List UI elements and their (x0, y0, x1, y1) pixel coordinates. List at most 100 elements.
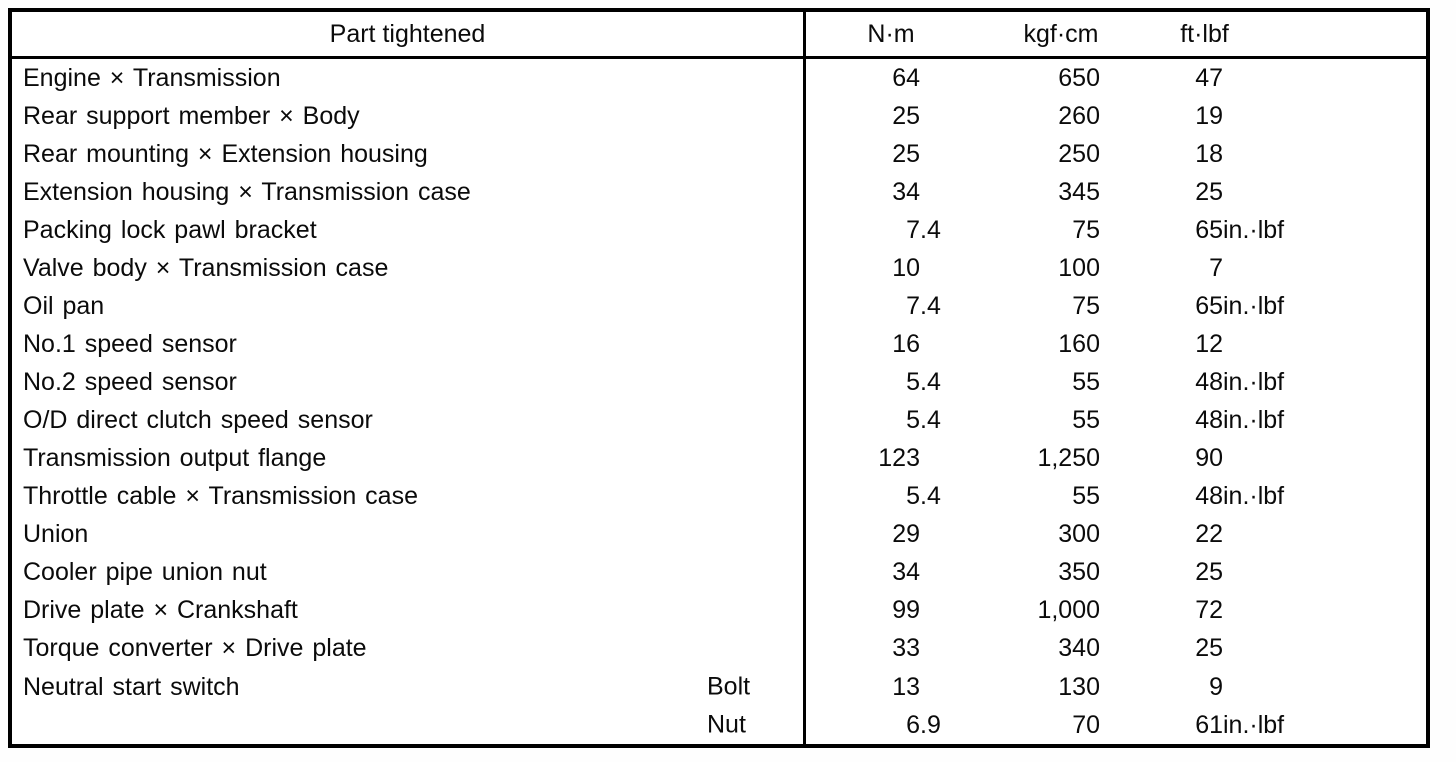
torque-values: 29 300 22 (806, 520, 1426, 549)
table-row: Valve body × Transmission case 10 100 7 (12, 249, 1426, 288)
kgfcm-value: 300 (1058, 520, 1100, 549)
ftlbf-value: 47 (1195, 63, 1223, 92)
part-name: Extension housing × Transmission case (23, 177, 471, 206)
torque-values: 25 250 18 (806, 140, 1426, 169)
nm-value: 7 (906, 215, 920, 244)
torque-values: 10 100 7 (806, 254, 1426, 283)
nm-value: 34 (892, 177, 920, 206)
nm-value-cell: 34 (806, 178, 976, 207)
torque-values: 5.4 55 48 in.·lbf (806, 482, 1426, 511)
part-cell: Nut (12, 706, 806, 745)
torque-values: 5.4 55 48 in.·lbf (806, 406, 1426, 435)
kgfcm-value: 55 (1072, 406, 1100, 435)
torque-values: 33 340 25 (806, 634, 1426, 663)
part-cell: Oil pan (12, 287, 806, 326)
nm-value-cell: 16 (806, 330, 976, 359)
nm-value-suffix: .4 (920, 215, 941, 244)
part-cell: O/D direct clutch speed sensor (12, 401, 806, 440)
torque-values: 34 345 25 (806, 178, 1426, 207)
ftlbf-value: 9 (1209, 672, 1223, 701)
ftlbf-value-cell: 48 in.·lbf (1146, 406, 1426, 435)
part-name: Packing lock pawl bracket (23, 215, 317, 244)
kgfcm-value: 250 (1058, 139, 1100, 168)
ftlbf-value-cell: 19 (1146, 102, 1426, 131)
part-cell: Drive plate × Crankshaft (12, 591, 806, 630)
nm-value-cell: 5.4 (806, 406, 976, 435)
nm-value: 10 (892, 253, 920, 282)
part-name: Transmission output flange (23, 444, 327, 473)
ftlbf-value-cell: 25 (1146, 178, 1426, 207)
torque-values: 123 1,250 90 (806, 444, 1426, 473)
nm-header-label: N·m (867, 19, 915, 48)
kgfcm-value: 55 (1072, 482, 1100, 511)
part-name: Throttle cable × Transmission case (23, 482, 418, 511)
ftlbf-value: 22 (1195, 520, 1223, 549)
ftlbf-value: 90 (1195, 444, 1223, 473)
kgfcm-value-cell: 55 (976, 406, 1146, 435)
part-name: Rear mounting × Extension housing (23, 139, 428, 168)
ftlbf-value-cell: 25 (1146, 634, 1426, 663)
table-row: Packing lock pawl bracket 7.4 75 65 in.·… (12, 211, 1426, 250)
table-row: Drive plate × Crankshaft 99 1,000 72 (12, 591, 1426, 630)
ftlbf-value-suffix: in.·lbf (1223, 215, 1285, 244)
part-name: Union (23, 520, 89, 549)
kgfcm-value-cell: 1,250 (976, 444, 1146, 473)
torque-values: 13 130 9 (806, 673, 1426, 702)
torque-spec-table: Part tightened N·m kgf·cm ft·lbf Engine … (8, 8, 1430, 748)
table-row: Oil pan 7.4 75 65 in.·lbf (12, 287, 1426, 326)
table-row: Rear mounting × Extension housing 25 250… (12, 135, 1426, 174)
kgfcm-value: 650 (1058, 63, 1100, 92)
kgfcm-value-cell: 350 (976, 558, 1146, 587)
part-name: O/D direct clutch speed sensor (23, 406, 373, 435)
part-cell: No.1 speed sensor (12, 325, 806, 364)
nm-value: 16 (892, 329, 920, 358)
table-row: Neutral start switch Bolt 13 130 9 (12, 668, 1426, 707)
nm-value-cell: 99 (806, 596, 976, 625)
ftlbf-header-label: ft·lbf (1180, 19, 1229, 48)
table-row: Engine × Transmission 64 650 47 (12, 59, 1426, 98)
kgfcm-value-cell: 100 (976, 254, 1146, 283)
ftlbf-value: 12 (1195, 329, 1223, 358)
table-body: Engine × Transmission 64 650 47 Rear sup… (12, 59, 1426, 745)
nm-value-cell: 5.4 (806, 368, 976, 397)
kgfcm-value: 350 (1058, 558, 1100, 587)
nm-value: 5 (906, 482, 920, 511)
fastener-type-label: Nut (707, 710, 746, 739)
part-name: Engine × Transmission (23, 63, 281, 92)
kgfcm-value: 340 (1058, 634, 1100, 663)
torque-values: 25 260 19 (806, 102, 1426, 131)
kgfcm-value-cell: 55 (976, 368, 1146, 397)
kgfcm-value-cell: 70 (976, 711, 1146, 740)
ftlbf-value-suffix: in.·lbf (1223, 368, 1285, 397)
nm-value-cell: 13 (806, 673, 976, 702)
nm-value: 5 (906, 368, 920, 397)
kgfcm-value: 1,250 (1037, 444, 1100, 473)
part-cell: Transmission output flange (12, 439, 806, 478)
ftlbf-value-cell: 48 in.·lbf (1146, 482, 1426, 511)
table-row: No.2 speed sensor 5.4 55 48 in.·lbf (12, 363, 1426, 402)
ftlbf-value: 65 (1195, 215, 1223, 244)
ftlbf-value-cell: 25 (1146, 558, 1426, 587)
kgfcm-value-cell: 55 (976, 482, 1146, 511)
ftlbf-value-cell: 22 (1146, 520, 1426, 549)
ftlbf-value-cell: 65 in.·lbf (1146, 216, 1426, 245)
table-row: Extension housing × Transmission case 34… (12, 173, 1426, 212)
kgfcm-value: 100 (1058, 253, 1100, 282)
torque-values: 34 350 25 (806, 558, 1426, 587)
part-cell: Cooler pipe union nut (12, 553, 806, 592)
part-tightened-header-label: Part tightened (329, 19, 486, 48)
nm-value: 25 (892, 101, 920, 130)
ftlbf-value: 72 (1195, 596, 1223, 625)
kgfcm-value-cell: 75 (976, 216, 1146, 245)
torque-values: 5.4 55 48 in.·lbf (806, 368, 1426, 397)
kgfcm-value-cell: 260 (976, 102, 1146, 131)
nm-value: 99 (892, 596, 920, 625)
nm-value-cell: 25 (806, 102, 976, 131)
kgfcm-value-cell: 160 (976, 330, 1146, 359)
nm-value-cell: 29 (806, 520, 976, 549)
part-cell: Valve body × Transmission case (12, 249, 806, 288)
torque-values: 99 1,000 72 (806, 596, 1426, 625)
kgfcm-value-cell: 345 (976, 178, 1146, 207)
part-cell: No.2 speed sensor (12, 363, 806, 402)
